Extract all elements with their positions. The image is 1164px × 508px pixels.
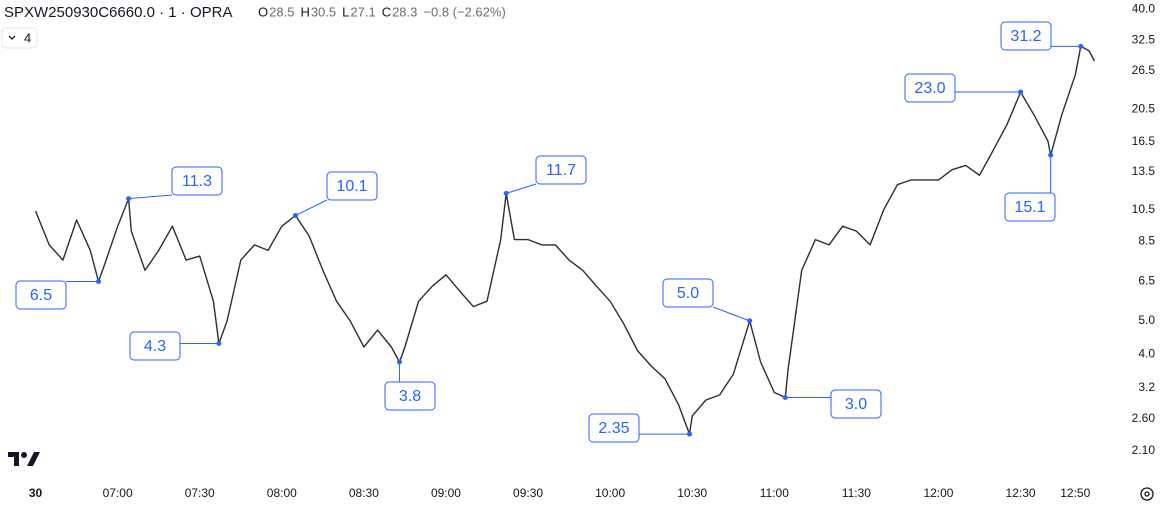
callout-line xyxy=(506,183,537,194)
y-tick-label: 32.5 xyxy=(1132,32,1156,46)
x-tick-label: 09:00 xyxy=(431,486,461,500)
callout-point xyxy=(503,190,509,196)
ohlc-label: O xyxy=(258,4,268,19)
callout-label: 23.0 xyxy=(914,80,945,97)
y-tick-label: 2.10 xyxy=(1132,443,1156,457)
callout-point xyxy=(95,279,101,285)
callout-point xyxy=(292,212,298,218)
logo xyxy=(8,452,40,466)
callout-box xyxy=(15,280,67,310)
callout-box xyxy=(1004,192,1056,222)
callout-point xyxy=(1078,43,1084,49)
x-tick-label: 12:30 xyxy=(1006,486,1036,500)
callout-label: 10.1 xyxy=(336,178,367,195)
callout-point xyxy=(782,394,788,400)
callout-box xyxy=(129,331,181,361)
chart-title: SPXW250930C6660.0 · 1 · OPRA xyxy=(4,4,232,21)
callout-label: 11.7 xyxy=(546,162,576,179)
callout-point xyxy=(747,318,753,324)
x-tick-label: 30 xyxy=(29,486,43,500)
callout-point xyxy=(216,340,222,346)
callout-label: 5.0 xyxy=(677,285,699,302)
x-tick-label: 09:30 xyxy=(513,486,543,500)
callout-line xyxy=(712,306,750,322)
x-tick-label: 10:30 xyxy=(677,486,707,500)
y-tick-label: 20.5 xyxy=(1132,101,1156,115)
callout-point xyxy=(126,196,132,202)
x-tick-label: 07:30 xyxy=(185,486,215,500)
ohlc-value: 27.1 xyxy=(350,4,375,19)
gear[interactable] xyxy=(1140,487,1154,501)
ohlc-label: C xyxy=(382,4,391,19)
change: −0.8 (−2.62%) xyxy=(423,4,505,19)
y-tick-label: 3.2 xyxy=(1138,380,1155,394)
callout-box xyxy=(662,278,714,308)
callout-label: 6.5 xyxy=(30,287,52,304)
x-tick-label: 10:00 xyxy=(595,486,625,500)
ohlc-label: L xyxy=(342,4,349,19)
x-tick-label: 12:50 xyxy=(1060,486,1090,500)
logo-part xyxy=(8,452,19,466)
y-tick-label: 6.5 xyxy=(1138,274,1155,288)
x-tick-label: 11:00 xyxy=(760,486,789,500)
menu-box[interactable] xyxy=(1,27,38,49)
y-tick-label: 2.60 xyxy=(1132,411,1156,425)
y-tick-label: 16.5 xyxy=(1132,134,1156,148)
y-tick-label: 8.5 xyxy=(1138,233,1155,247)
y-tick-label: 5.0 xyxy=(1138,313,1155,327)
ohlc-value: 28.5 xyxy=(269,4,294,19)
callout-point xyxy=(1048,152,1054,158)
callout-label: 3.8 xyxy=(399,388,421,405)
callout-label: 3.0 xyxy=(845,396,867,413)
x-tick-label: 12:00 xyxy=(923,486,953,500)
callout-line xyxy=(295,199,328,216)
y-tick-label: 4.0 xyxy=(1138,347,1155,361)
callout-box xyxy=(904,73,956,103)
callout-label: 4.3 xyxy=(144,338,166,355)
callout-box xyxy=(1000,21,1052,51)
callout-point xyxy=(1018,89,1024,95)
x-tick-label: 08:30 xyxy=(349,486,379,500)
y-tick-label: 40.0 xyxy=(1132,1,1156,15)
chevron xyxy=(8,35,16,40)
logo-part xyxy=(21,452,27,458)
callout-label: 11.3 xyxy=(182,173,212,190)
callout-box xyxy=(830,389,882,419)
y-tick-label: 10.5 xyxy=(1132,202,1156,216)
callout-label: 2.35 xyxy=(598,420,629,437)
x-tick-label: 07:00 xyxy=(103,486,133,500)
callout-box xyxy=(588,413,640,443)
callout-box xyxy=(326,171,378,201)
ohlc-value: 30.5 xyxy=(311,4,336,19)
callout-label: 31.2 xyxy=(1010,28,1041,45)
interval-menu[interactable]: 4 xyxy=(1,27,38,49)
gear-center[interactable] xyxy=(1144,491,1150,497)
callout-line xyxy=(128,194,173,200)
ohlc-legend: O 28.5 H 30.5 L 27.1 C 28.3 −0.8 (−2.62%) xyxy=(258,4,506,19)
price-line xyxy=(34,45,1096,435)
callout-box xyxy=(535,155,587,185)
callout-box xyxy=(384,381,436,411)
x-tick-label: 11:30 xyxy=(842,486,871,500)
logo-part xyxy=(27,452,40,466)
ohlc-label: H xyxy=(300,4,309,19)
callout-box xyxy=(171,166,223,196)
x-tick-label: 08:00 xyxy=(267,486,297,500)
settings-icon[interactable] xyxy=(1140,487,1154,501)
y-tick-label: 26.5 xyxy=(1132,63,1156,77)
callout-point xyxy=(396,359,402,365)
callout-label: 15.1 xyxy=(1014,199,1045,216)
callout-point xyxy=(686,431,692,437)
ohlc-value: 28.3 xyxy=(392,4,417,19)
y-tick-label: 13.5 xyxy=(1132,164,1156,178)
menu-value[interactable]: 4 xyxy=(24,30,31,45)
